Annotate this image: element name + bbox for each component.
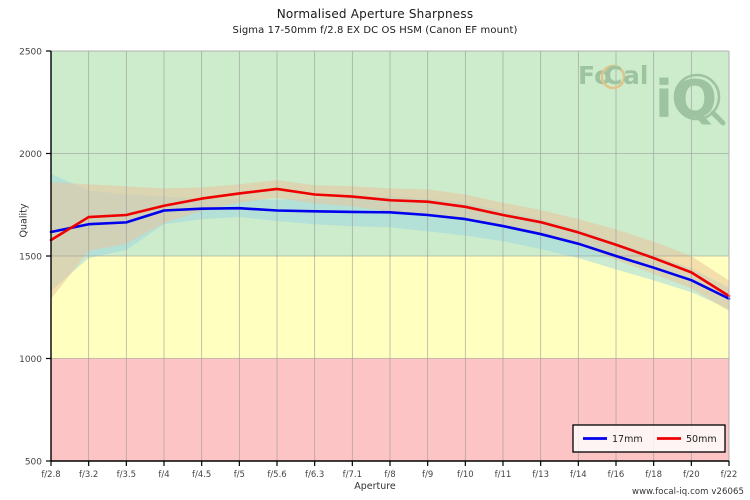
logo-aperture-ring-icon [600, 64, 626, 90]
magnifier-icon [673, 73, 721, 121]
x-tick-label: f/5.6 [267, 470, 286, 480]
y-tick-label: 2000 [19, 150, 42, 160]
x-tick-label: f/4.5 [192, 470, 211, 480]
logo-text-c: C [604, 61, 622, 90]
page-title: Normalised Aperture Sharpness [276, 7, 474, 21]
x-tick-label: f/13 [532, 470, 549, 480]
y-tick-label: 2500 [19, 48, 42, 58]
x-tick-label: f/6.3 [305, 470, 324, 480]
x-tick-label: f/14 [570, 470, 587, 480]
chart-legend[interactable]: 17mm 50mm [572, 424, 726, 453]
data-series-lines [49, 187, 731, 300]
chart-header: Normalised Aperture Sharpness Sigma 17-5… [0, 0, 750, 36]
x-tick-label: f/8 [384, 470, 395, 480]
series-line-17mm [49, 206, 731, 300]
x-tick-label: f/9 [422, 470, 433, 480]
x-tick-label: f/3.5 [117, 470, 136, 480]
legend-label-17mm[interactable]: 17mm [612, 434, 643, 445]
x-tick-label: f/16 [608, 470, 625, 480]
legend-label-50mm[interactable]: 50mm [686, 434, 717, 445]
chart-subtitle: Sigma 17-50mm f/2.8 EX DC OS HSM (Canon … [232, 25, 518, 36]
y-tick-label: 1500 [19, 253, 42, 263]
y-tick-label: 500 [25, 458, 42, 468]
x-tick-label: f/2.8 [41, 470, 60, 480]
logo-text-iq: iQ [655, 70, 717, 130]
x-tick-label: f/11 [495, 470, 512, 480]
footer-watermark: www.focal-iq.com v26065 [632, 487, 744, 497]
x-tick-label: f/7.1 [343, 470, 362, 480]
magnifier-handle-icon [710, 110, 726, 126]
x-tick-label: f/22 [721, 470, 738, 480]
x-tick-label: f/20 [683, 470, 700, 480]
y-axis-label: Quality [18, 203, 30, 238]
x-tick-label: f/18 [645, 470, 662, 480]
x-axis-ticks: f/2.8 f/3.2 f/3.5 f/4 f/4.5 f/5 f/5.6 f/6.3 f/7.… [41, 461, 737, 480]
logo-text-al: al [623, 61, 648, 90]
x-tick-label: f/5 [234, 470, 245, 480]
series-line-50mm [49, 187, 731, 298]
x-tick-label: f/4 [158, 470, 169, 480]
x-axis-label: Aperture [354, 481, 396, 492]
x-tick-label: f/3.2 [79, 470, 98, 480]
x-tick-label: f/10 [457, 470, 474, 480]
y-axis-ticks: 500 1000 1500 2000 2500 [19, 48, 51, 468]
y-tick-label: 1000 [19, 355, 42, 365]
focal-iq-logo: FoC al iQ [578, 61, 726, 130]
